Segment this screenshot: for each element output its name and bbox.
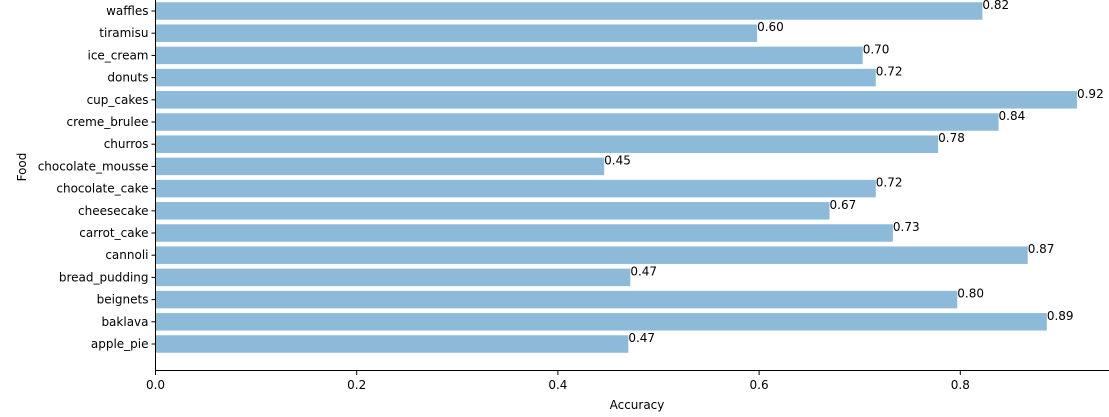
value-label-ice_cream: 0.70 — [863, 42, 890, 56]
value-label-cheesecake: 0.67 — [830, 198, 857, 212]
y-tick-label-cannoli: cannoli — [105, 248, 148, 262]
bar-churros — [155, 135, 939, 153]
value-label-cannoli: 0.87 — [1028, 242, 1055, 256]
y-tick-label-bread_pudding: bread_pudding — [59, 270, 149, 284]
y-tick-label-cheesecake: cheesecake — [78, 204, 148, 218]
y-tick-label-apple_pie: apple_pie — [91, 337, 149, 351]
bar-cheesecake — [155, 202, 830, 220]
bar-chocolate_mousse — [155, 157, 605, 176]
y-tick-label-beignets: beignets — [97, 293, 149, 307]
bar-chocolate_cake — [155, 179, 876, 198]
y-tick-label-cup_cakes: cup_cakes — [87, 93, 149, 107]
bar-carrot_cake — [155, 224, 893, 242]
bar-creme_brulee — [155, 113, 999, 131]
y-tick-label-ice_cream: ice_cream — [87, 48, 148, 62]
bar-beignets — [155, 290, 958, 309]
value-label-churros: 0.78 — [938, 131, 965, 145]
x-tick-label: 0.4 — [548, 378, 567, 392]
value-label-baklava: 0.89 — [1047, 309, 1074, 323]
axes — [155, 0, 1109, 371]
bar-cup_cakes — [155, 91, 1077, 109]
bar-waffles — [155, 2, 983, 20]
value-label-apple_pie: 0.47 — [628, 331, 655, 345]
bar-ice_cream — [155, 46, 863, 65]
value-label-bread_pudding: 0.47 — [630, 264, 657, 278]
value-label-waffles: 0.82 — [982, 0, 1009, 12]
y-tick-label-donuts: donuts — [107, 71, 148, 85]
x-ticks: 0.0 0.2 0.4 0.6 0.8 — [146, 370, 970, 392]
y-tick-label-chocolate_cake: chocolate_cake — [56, 182, 148, 196]
y-tick-label-carrot_cake: carrot_cake — [79, 226, 148, 240]
y-tick-label-creme_brulee: creme_brulee — [67, 115, 149, 129]
value-label-creme_brulee: 0.84 — [999, 109, 1026, 123]
y-tick-label-tiramisu: tiramisu — [99, 26, 148, 40]
y-tick-label-baklava: baklava — [101, 315, 148, 329]
value-label-chocolate_cake: 0.72 — [876, 176, 903, 190]
bar-bread_pudding — [155, 268, 631, 287]
bar-apple_pie — [155, 335, 629, 353]
x-tick-label: 0.8 — [951, 378, 970, 392]
bar-cannoli — [155, 246, 1028, 264]
y-tick-label-chocolate_mousse: chocolate_mousse — [38, 159, 149, 173]
bars — [155, 2, 1077, 353]
value-label-donuts: 0.72 — [876, 65, 903, 79]
value-labels: 0.47 0.89 0.80 0.47 0.87 0.73 0.67 0.72 0.45 0.78… — [604, 0, 1104, 345]
value-label-cup_cakes: 0.92 — [1077, 87, 1104, 101]
y-axis-label: Food — [15, 153, 29, 182]
bar-tiramisu — [155, 24, 758, 42]
bar-donuts — [155, 68, 876, 87]
value-label-beignets: 0.80 — [957, 287, 984, 301]
y-tick-label-churros: churros — [104, 137, 149, 151]
bar-baklava — [155, 313, 1047, 331]
x-axis-label: Accuracy — [610, 398, 665, 412]
y-tick-label-waffles: waffles — [106, 4, 148, 18]
x-tick-label: 0.0 — [146, 378, 165, 392]
x-tick-label: 0.6 — [750, 378, 769, 392]
y-ticks: apple_pie baklava beignets bread_pudding can… — [38, 4, 156, 351]
value-label-carrot_cake: 0.73 — [893, 220, 920, 234]
value-label-chocolate_mousse: 0.45 — [604, 153, 631, 167]
value-label-tiramisu: 0.60 — [757, 20, 784, 34]
x-tick-label: 0.2 — [347, 378, 366, 392]
